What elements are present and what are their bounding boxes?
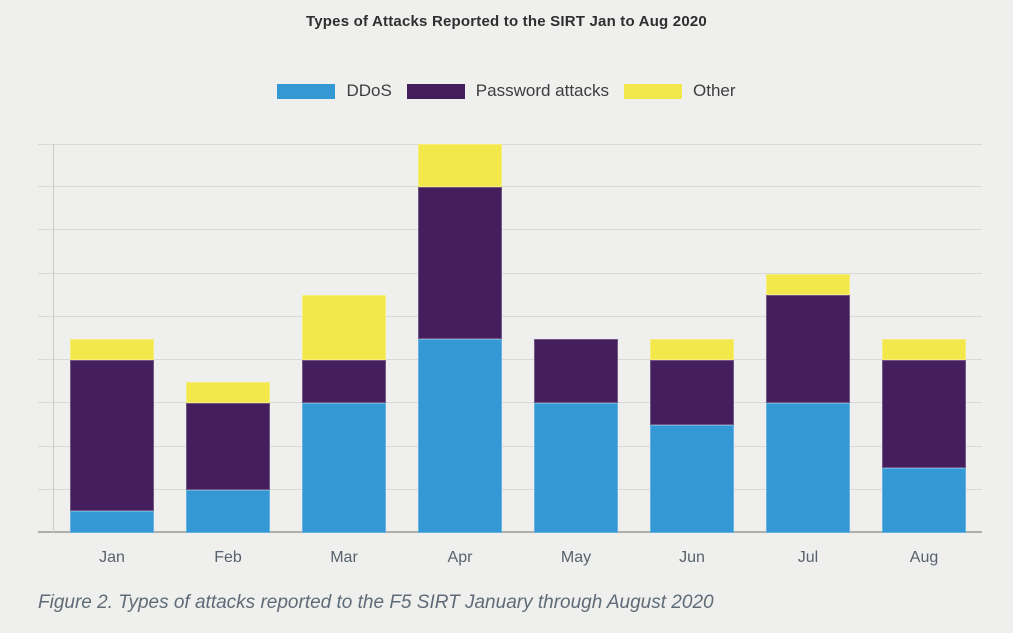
bar-segment-password-attacks-jul bbox=[766, 295, 850, 404]
figure-caption: Figure 2. Types of attacks reported to t… bbox=[38, 592, 714, 613]
gridline bbox=[38, 144, 982, 145]
bar-segment-password-attacks-jan bbox=[70, 360, 154, 512]
bar-may bbox=[534, 338, 618, 533]
legend-item-password-attacks: Password attacks bbox=[406, 81, 610, 101]
gridline bbox=[38, 359, 982, 361]
bar-segment-password-attacks-apr bbox=[418, 187, 502, 339]
legend-label-other: Other bbox=[693, 81, 736, 100]
bar-segment-password-attacks-jun bbox=[650, 360, 734, 425]
bar-jul bbox=[766, 273, 850, 533]
bar-segment-password-attacks-feb bbox=[186, 403, 270, 490]
x-axis-labels: Jan Feb Mar Apr May Jun Jul Aug bbox=[38, 549, 982, 571]
x-tick-label-jan: Jan bbox=[99, 549, 125, 566]
bar-segment-password-attacks-may bbox=[534, 338, 618, 404]
bar-segment-other-apr bbox=[418, 144, 502, 188]
bar-segment-ddos-aug bbox=[882, 468, 966, 533]
x-tick-label-feb: Feb bbox=[214, 549, 242, 566]
legend-item-other: Other bbox=[624, 81, 736, 101]
gridline bbox=[38, 272, 982, 274]
bar-segment-password-attacks-mar bbox=[302, 360, 386, 404]
x-axis-line bbox=[38, 531, 982, 533]
gridline bbox=[38, 186, 982, 188]
bar-segment-other-jun bbox=[650, 338, 734, 361]
y-axis-line bbox=[53, 144, 54, 533]
legend-swatch-password-attacks bbox=[406, 83, 465, 99]
bar-segment-other-jan bbox=[70, 338, 154, 361]
legend-item-ddos: DDoS bbox=[277, 81, 392, 101]
x-tick-label-may: May bbox=[560, 549, 592, 566]
chart-title: Types of Attacks Reported to the SIRT Ja… bbox=[306, 13, 707, 30]
x-tick-label-mar: Mar bbox=[330, 549, 358, 566]
legend-swatch-other bbox=[624, 83, 683, 99]
bar-segment-ddos-feb bbox=[186, 489, 270, 533]
bar-segment-ddos-apr bbox=[418, 338, 502, 533]
gridline bbox=[38, 229, 982, 231]
bar-mar bbox=[302, 295, 386, 533]
legend-label-password-attacks: Password attacks bbox=[475, 81, 610, 100]
bar-segment-other-aug bbox=[882, 338, 966, 361]
bar-segment-ddos-jun bbox=[650, 424, 734, 533]
bar-segment-ddos-may bbox=[534, 403, 618, 533]
bar-segment-other-mar bbox=[302, 295, 386, 361]
bar-aug bbox=[882, 338, 966, 533]
bar-apr bbox=[418, 144, 502, 533]
chart-legend: DDoS Password attacks Other bbox=[0, 81, 1013, 101]
bar-segment-ddos-jan bbox=[70, 511, 154, 533]
gridline bbox=[38, 402, 982, 404]
legend-label-ddos: DDoS bbox=[346, 81, 392, 100]
chart-plot-area bbox=[38, 144, 982, 533]
bar-segment-password-attacks-aug bbox=[882, 360, 966, 469]
gridline bbox=[38, 315, 982, 317]
bar-jan bbox=[70, 338, 154, 533]
gridline bbox=[38, 445, 982, 447]
gridline bbox=[38, 488, 982, 490]
x-tick-label-jul: Jul bbox=[797, 549, 819, 566]
x-tick-label-apr: Apr bbox=[447, 549, 473, 566]
bar-segment-other-feb bbox=[186, 381, 270, 404]
x-tick-label-jun: Jun bbox=[679, 549, 705, 566]
x-tick-label-aug: Aug bbox=[909, 549, 939, 566]
bar-segment-ddos-mar bbox=[302, 403, 386, 533]
legend-swatch-ddos bbox=[277, 83, 336, 99]
bar-feb bbox=[186, 381, 270, 533]
bar-jun bbox=[650, 338, 734, 533]
bar-segment-other-jul bbox=[766, 273, 850, 296]
bar-segment-ddos-jul bbox=[766, 403, 850, 533]
